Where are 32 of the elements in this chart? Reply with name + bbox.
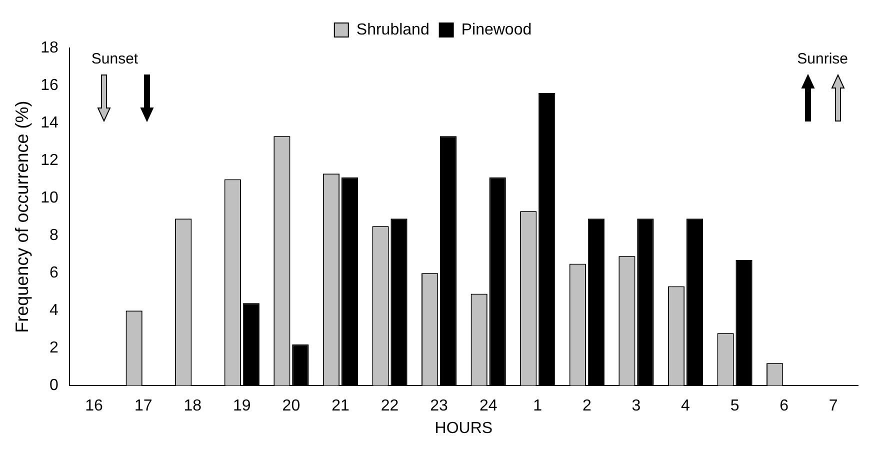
x-tick-label: 20 [282, 398, 300, 415]
annotation: Sunrise [797, 50, 848, 68]
y-tick-label: 8 [49, 226, 58, 244]
y-tick-label: 0 [49, 377, 58, 394]
y-tick-label: 4 [49, 302, 58, 319]
x-tick-label: 24 [479, 398, 498, 415]
x-tick-label: 16 [85, 398, 104, 415]
x-tick-label: 17 [134, 398, 152, 415]
annotation: Sunset [91, 50, 139, 68]
x-tick-label: 18 [184, 398, 202, 415]
y-tick-label: 2 [49, 339, 58, 356]
x-tick-label: 19 [233, 398, 251, 415]
x-tick-label: 21 [332, 398, 350, 415]
y-tick-label: 6 [49, 264, 58, 282]
x-tick-label: 6 [780, 398, 789, 415]
x-tick-label: 23 [430, 398, 448, 415]
legend-label: Pinewood [461, 21, 532, 38]
x-tick-label: 2 [582, 398, 592, 415]
x-tick-label: 1 [533, 398, 542, 415]
x-tick-label: 3 [632, 398, 641, 415]
x-tick-label: 22 [380, 398, 399, 415]
y-tick-label: 12 [40, 152, 58, 169]
y-tick-label: 18 [40, 39, 58, 56]
y-tick-label: 10 [40, 189, 58, 206]
x-axis-title: HOURS [434, 420, 493, 437]
x-tick-label: 5 [730, 398, 740, 415]
y-axis-title: Frequency of occurrence (%) [12, 100, 32, 333]
x-tick-label: 4 [681, 398, 690, 415]
x-tick-label: 7 [828, 398, 838, 415]
y-tick-label: 16 [40, 76, 58, 94]
y-tick-label: 14 [40, 114, 58, 132]
legend-label: Shrubland [356, 21, 430, 38]
